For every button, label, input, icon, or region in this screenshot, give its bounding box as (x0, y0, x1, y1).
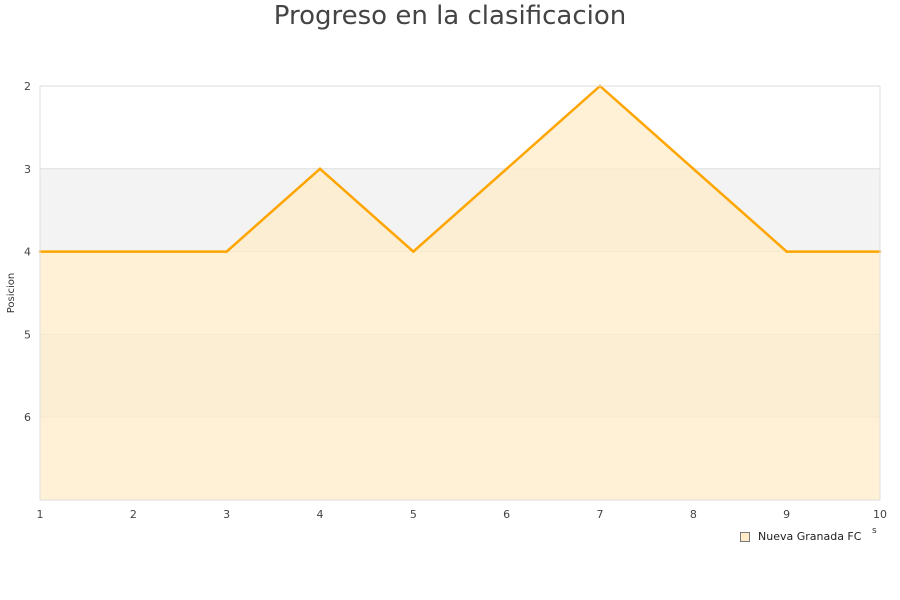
x-tick-label: 10 (873, 508, 887, 521)
x-tick-label: 8 (690, 508, 697, 521)
y-tick-label: 6 (24, 411, 31, 424)
x-tick-label: 9 (783, 508, 790, 521)
series-area (40, 86, 880, 500)
x-tick-label: 4 (317, 508, 324, 521)
y-tick-label: 5 (24, 328, 31, 341)
y-tick-label: 3 (24, 163, 31, 176)
data-point (412, 250, 415, 253)
x-tick-label: 2 (130, 508, 137, 521)
y-tick-label: 4 (24, 246, 31, 259)
data-point (132, 250, 135, 253)
data-point (692, 167, 695, 170)
legend-swatch (740, 531, 750, 542)
x-tick-label: 1 (37, 508, 44, 521)
data-point (318, 167, 322, 170)
x-axis-label: s (872, 526, 877, 536)
legend-label: Nueva Granada FC (758, 530, 862, 543)
data-point (505, 167, 508, 170)
y-axis-label: Posicion (6, 273, 17, 314)
data-point (225, 250, 228, 253)
x-tick-label: 3 (223, 508, 230, 521)
x-tick-label: 5 (410, 508, 417, 521)
x-tick-label: 6 (503, 508, 510, 521)
x-tick-label: 7 (597, 508, 604, 521)
y-tick-label: 2 (24, 80, 31, 93)
chart-title: Progreso en la clasificacion (273, 1, 627, 31)
plot-border (39, 85, 881, 501)
series-line (40, 84, 880, 254)
legend[interactable]: Nueva Granada FC (740, 530, 861, 543)
data-point (785, 250, 788, 253)
